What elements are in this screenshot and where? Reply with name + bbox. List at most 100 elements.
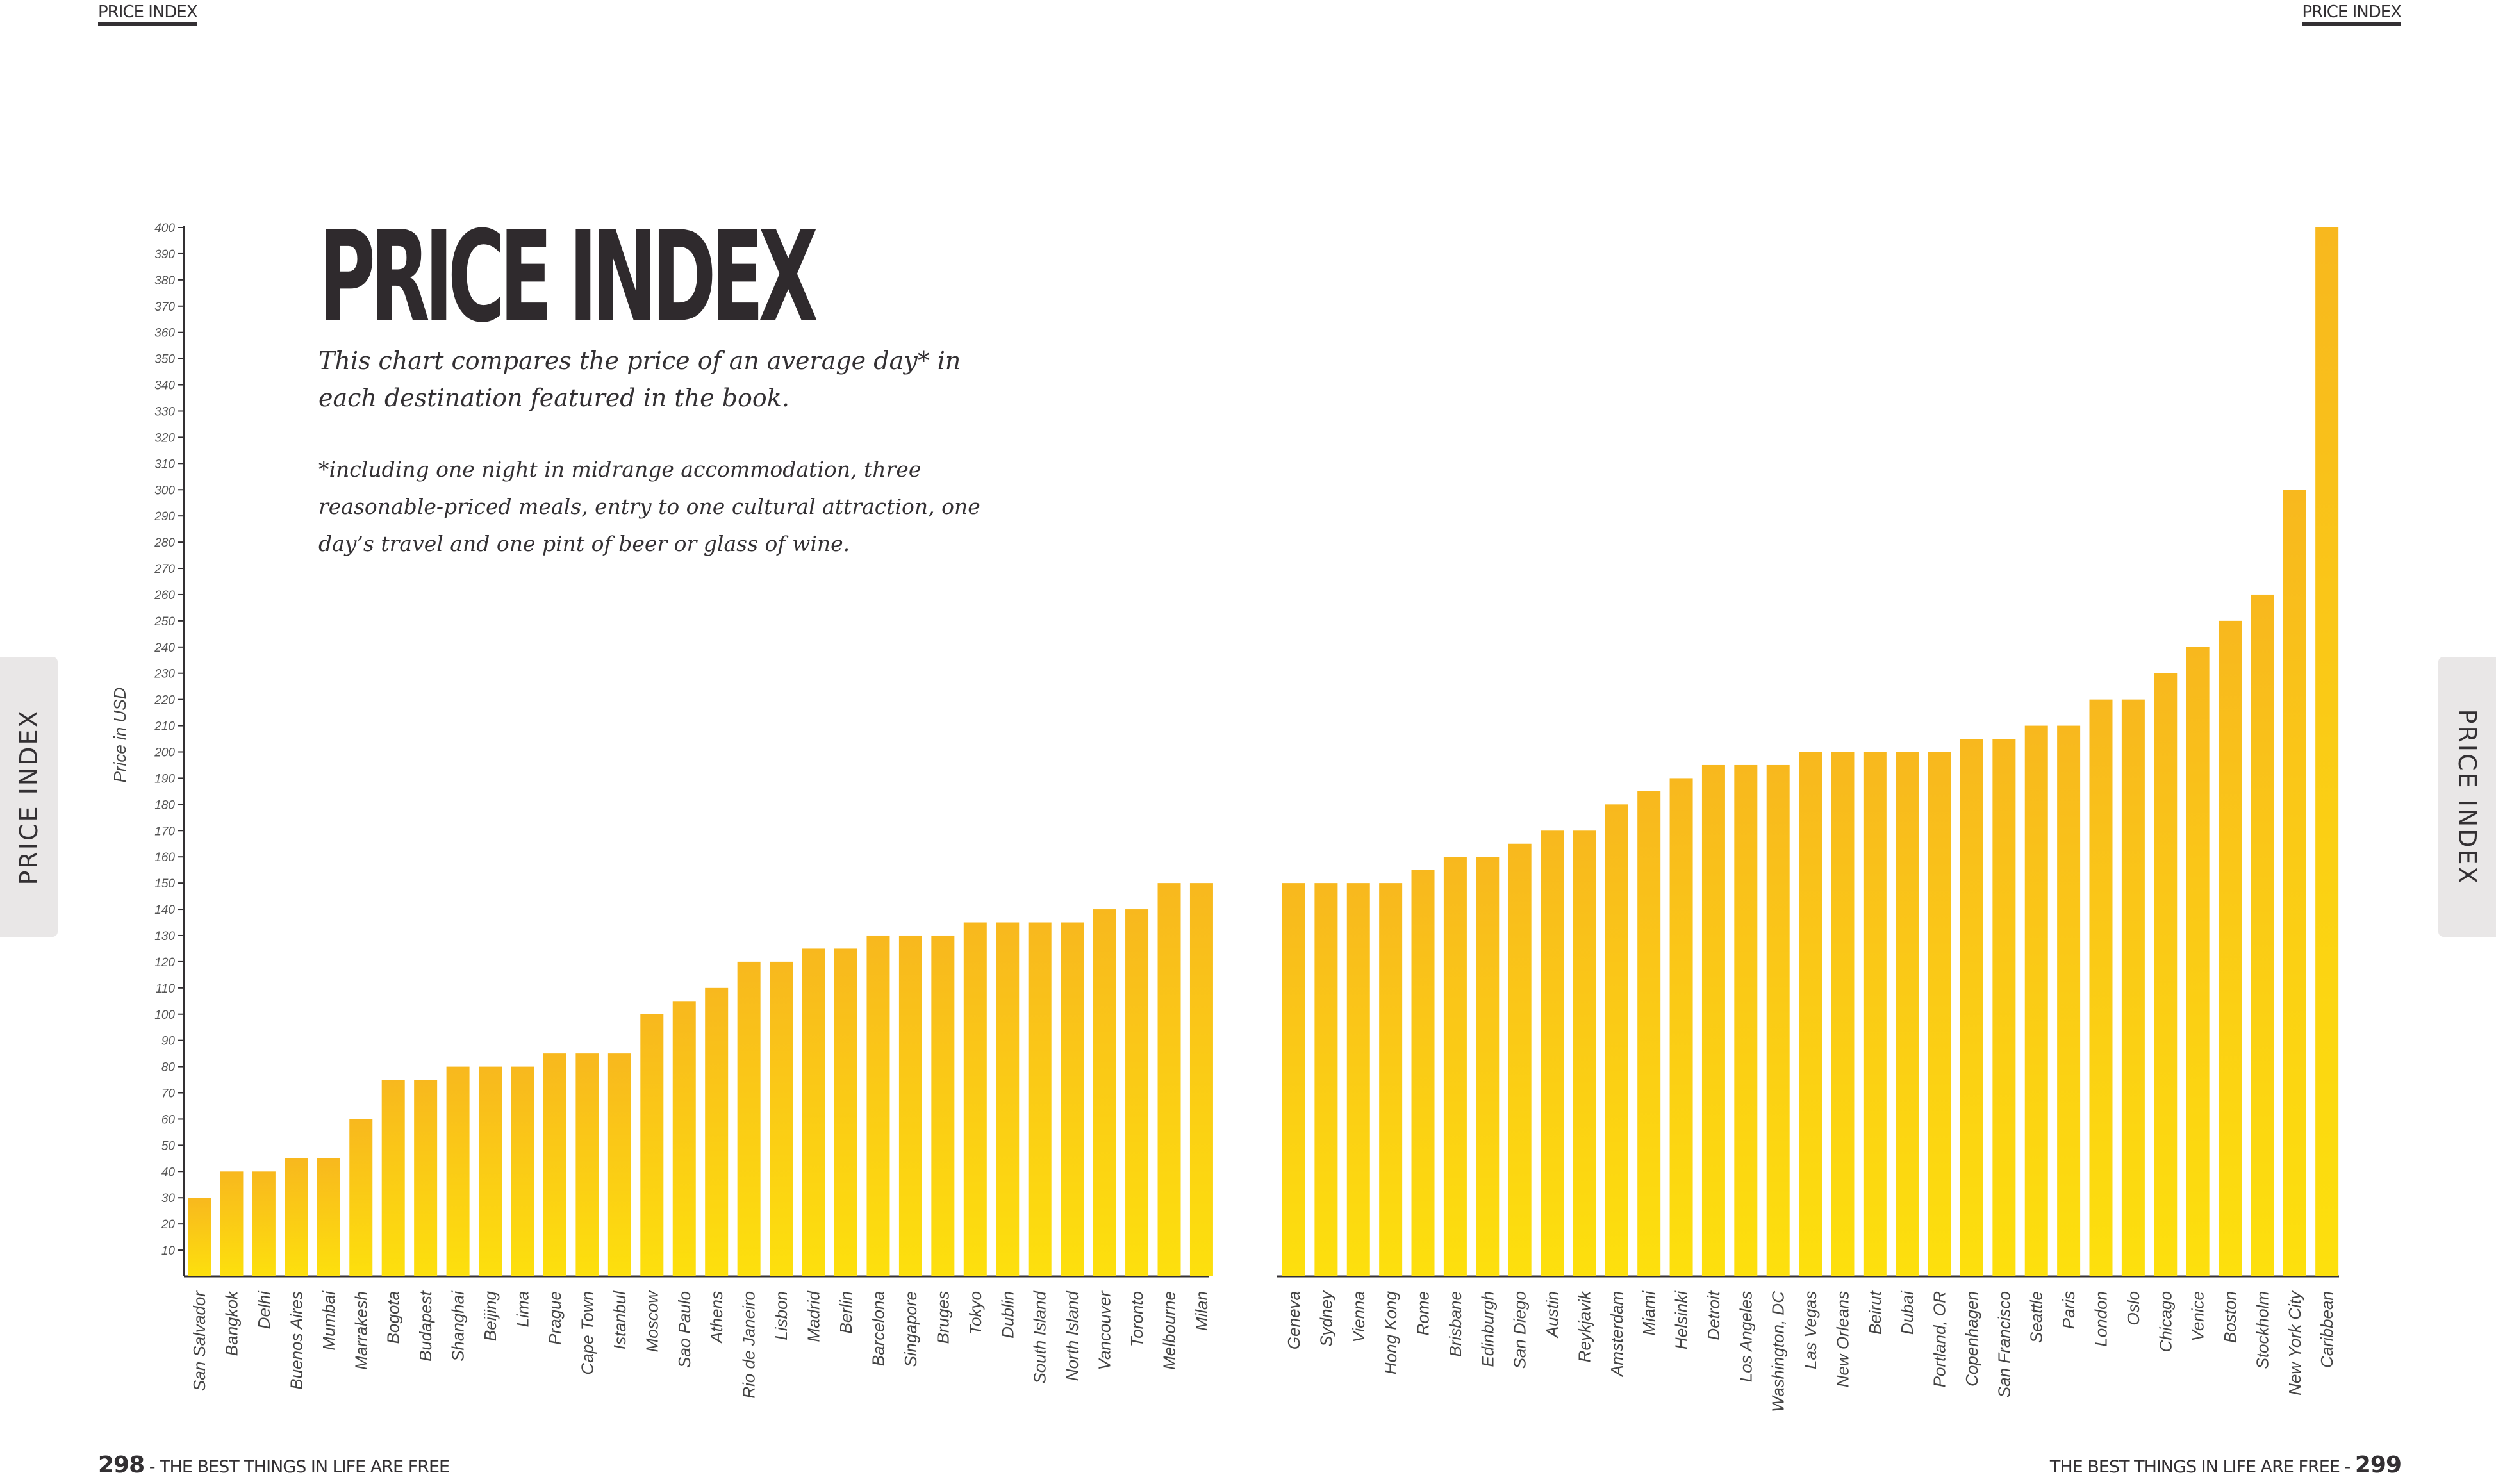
category-label: Prague [545, 1291, 565, 1345]
page-number-left: 298 [98, 1452, 145, 1478]
category-label: Miami [1639, 1290, 1658, 1336]
y-tick-label: 350 [154, 353, 175, 367]
y-tick-label: 270 [154, 563, 175, 576]
bar [834, 948, 857, 1276]
category-label: Vienna [1349, 1291, 1368, 1343]
bar [479, 1066, 502, 1276]
bar [2024, 725, 2048, 1276]
bar [640, 1014, 664, 1276]
bar [996, 922, 1020, 1276]
y-tick-label: 290 [154, 510, 175, 524]
chart-footnote: *including one night in midrange accommo… [318, 457, 980, 556]
category-label: Hong Kong [1381, 1290, 1400, 1374]
category-label: Singapore [901, 1291, 920, 1367]
bar [1508, 843, 1532, 1276]
y-tick-label: 110 [156, 982, 176, 996]
bar [1896, 752, 1919, 1276]
category-label: Sao Paulo [675, 1291, 694, 1368]
bar [414, 1080, 438, 1276]
y-tick-label: 120 [154, 956, 175, 969]
page-number-right: 299 [2354, 1452, 2402, 1478]
y-tick-label: 10 [161, 1244, 176, 1258]
category-label: Madrid [804, 1290, 823, 1342]
y-tick-label: 360 [154, 327, 175, 340]
bar [1028, 922, 1052, 1276]
bar [1443, 857, 1467, 1276]
bar [543, 1053, 566, 1276]
footer-right-text: THE BEST THINGS IN LIFE ARE FREE - [2049, 1457, 2355, 1477]
y-tick-label: 340 [154, 379, 175, 393]
category-label: San Francisco [1994, 1291, 2013, 1397]
category-label: San Salvador [190, 1290, 209, 1391]
category-label: Rome [1414, 1291, 1433, 1335]
category-label: New York City [2285, 1290, 2304, 1396]
y-tick-label: 260 [154, 589, 175, 602]
category-label: Edinburgh [1478, 1291, 1497, 1367]
bar [2315, 227, 2339, 1276]
category-label: Paris [2059, 1291, 2078, 1329]
category-label: Austin [1542, 1291, 1562, 1339]
category-label: Detroit [1704, 1290, 1723, 1340]
footer-left-text: - THE BEST THINGS IN LIFE ARE FREE [144, 1457, 450, 1477]
category-label: Berlin [836, 1291, 855, 1333]
category-label: Lima [513, 1291, 533, 1327]
bar [2251, 594, 2274, 1277]
bar [1928, 752, 1951, 1276]
category-label: Beirut [1865, 1290, 1885, 1335]
y-tick-label: 240 [154, 641, 175, 655]
category-label: South Island [1030, 1290, 1050, 1383]
y-tick-label: 220 [154, 694, 175, 707]
bar [1189, 883, 1213, 1276]
labels-layer: San Salvador Bangkok Delhi Buenos Aires Mumb… [190, 1290, 2336, 1412]
category-label: Istanbul [610, 1290, 629, 1349]
bar [737, 961, 761, 1276]
y-tick-label: 170 [154, 825, 175, 838]
bar [1282, 883, 1305, 1276]
category-label: Copenhagen [1962, 1291, 1981, 1387]
y-tick-label: 370 [154, 301, 175, 314]
bar [349, 1119, 373, 1276]
y-tick-label: 380 [154, 274, 175, 288]
bar [963, 922, 987, 1276]
bar [898, 935, 922, 1276]
bar [2121, 699, 2145, 1276]
side-tab-left[interactable]: PRICE INDEX [0, 657, 58, 937]
bar [1605, 804, 1628, 1276]
bar [1379, 883, 1403, 1276]
category-label: Chicago [2156, 1291, 2175, 1352]
bar [1541, 830, 1564, 1276]
category-label: Washington, DC [1769, 1291, 1788, 1412]
bar [2154, 673, 2178, 1276]
y-tick-label: 70 [161, 1087, 176, 1101]
category-label: Los Angeles [1736, 1291, 1755, 1382]
y-tick-label: 320 [154, 431, 175, 445]
category-label: Caribbean [2317, 1291, 2336, 1368]
category-label: Stockholm [2252, 1291, 2272, 1369]
category-label: Toronto [1127, 1291, 1146, 1347]
bar [672, 1001, 696, 1276]
bar [802, 948, 825, 1276]
category-label: North Island [1062, 1290, 1082, 1381]
y-tick-label: 190 [154, 772, 175, 786]
bar [2283, 490, 2306, 1276]
bar [1476, 857, 1500, 1276]
bar [1734, 764, 1758, 1276]
bar [1061, 922, 1084, 1276]
bar [1960, 739, 1983, 1276]
category-label: Cape Town [577, 1291, 597, 1375]
category-label: Shanghai [449, 1290, 468, 1362]
y-tick-label: 210 [154, 720, 175, 734]
category-label: Venice [2188, 1291, 2208, 1342]
side-tab-right[interactable]: PRICE INDEX [2438, 657, 2496, 937]
y-axis-title: Price in USD [110, 688, 129, 783]
bar [317, 1158, 340, 1276]
bar [1637, 791, 1661, 1276]
y-tick-label: 280 [154, 536, 175, 550]
bars-layer [188, 227, 2339, 1277]
bar [2089, 699, 2113, 1276]
bar [1411, 870, 1435, 1276]
category-label: Lisbon [772, 1291, 791, 1340]
category-label: Beijing [481, 1290, 500, 1341]
bar [1157, 883, 1181, 1276]
category-label: Reykjavik [1574, 1290, 1594, 1362]
